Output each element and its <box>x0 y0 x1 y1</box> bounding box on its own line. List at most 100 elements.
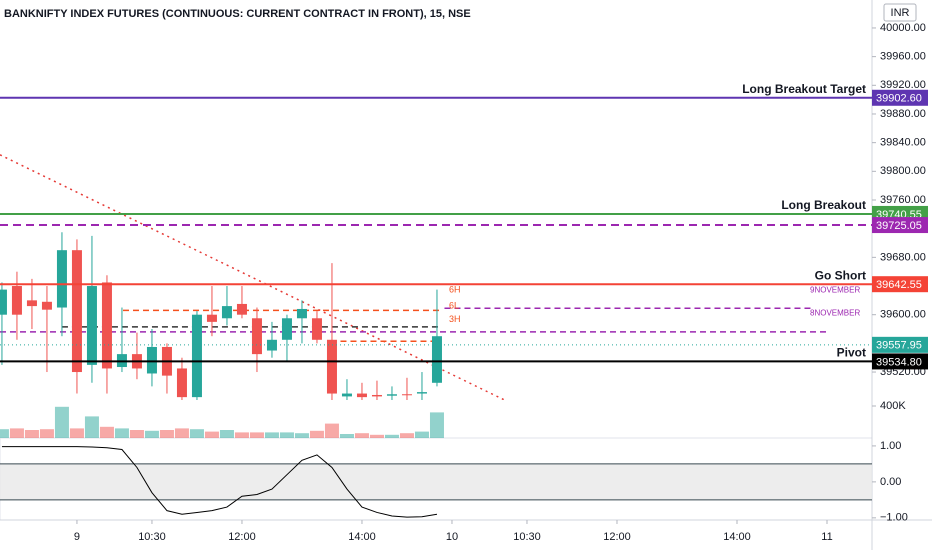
candle-body <box>371 394 382 397</box>
candle-body <box>86 286 97 365</box>
level-price-label: 39557.95 <box>876 340 922 352</box>
x-tick-label: 14:00 <box>723 531 751 543</box>
volume-bar <box>24 430 39 438</box>
volume-bar <box>114 428 129 438</box>
date-tag: 8NOVEMBER <box>810 308 860 317</box>
volume-bar <box>369 434 384 438</box>
y-tick-label: 40000.00 <box>880 22 926 34</box>
level-price-box <box>872 276 928 293</box>
candle-body <box>251 318 262 355</box>
candle-body <box>281 318 292 340</box>
volume-bar <box>174 428 189 438</box>
candle-body <box>101 282 112 369</box>
level-price-label: 39725.05 <box>876 220 922 232</box>
x-tick-label: 9 <box>74 531 80 543</box>
level-name: Long Breakout <box>781 198 866 212</box>
level-price-box <box>872 336 928 353</box>
candle-body <box>326 339 337 394</box>
volume-bar <box>264 432 279 438</box>
volume-bar <box>144 430 159 438</box>
x-tick-label: 12:00 <box>228 531 256 543</box>
oscillator-band <box>0 463 872 500</box>
candle-body <box>26 300 37 307</box>
candle-body <box>206 314 217 322</box>
x-tick-label: 10:30 <box>513 531 541 543</box>
candle-body <box>191 314 202 398</box>
x-tick-label: 14:00 <box>348 531 376 543</box>
y-tick-label: 400K <box>880 400 906 412</box>
candle-body <box>401 394 412 396</box>
volume-bar <box>129 430 144 438</box>
candle-body <box>386 394 397 396</box>
y-tick-label: 1.00 <box>880 440 901 452</box>
level-price-box <box>872 89 928 106</box>
x-tick-label: 11 <box>821 531 832 543</box>
level-price-box <box>872 353 928 370</box>
candle-body <box>41 301 52 310</box>
candle-body <box>431 336 442 383</box>
candle-body <box>56 250 67 308</box>
currency-box <box>883 3 917 22</box>
candle-body <box>176 368 187 398</box>
volume-bar <box>399 433 414 438</box>
volume-bar <box>99 426 114 438</box>
volume-bar <box>279 432 294 438</box>
candle-body <box>356 393 367 398</box>
level-price-label: 39902.60 <box>876 93 922 105</box>
y-tick-label: 39960.00 <box>880 51 926 63</box>
volume-bar <box>324 423 339 438</box>
y-tick-label: 0.00 <box>880 476 901 488</box>
level-tag: 6L <box>449 300 459 310</box>
candle-body <box>341 393 352 397</box>
y-tick-label: −1.00 <box>880 512 908 524</box>
candle-body <box>11 286 22 315</box>
volume-bar <box>0 429 9 438</box>
y-tick-label: 39920.00 <box>880 79 926 91</box>
volume-bar <box>9 428 24 438</box>
volume-bar <box>219 430 234 438</box>
volume-bar <box>234 432 249 438</box>
volume-bar <box>204 431 219 438</box>
level-price-label: 39534.80 <box>876 356 922 368</box>
volume-bar <box>54 406 69 438</box>
volume-bar <box>69 428 84 438</box>
level-tag: 6H <box>449 285 461 295</box>
volume-bar <box>39 429 54 438</box>
candle-body <box>0 289 7 315</box>
x-tick-label: 12:00 <box>603 531 631 543</box>
oscillator-line <box>1 446 438 518</box>
x-tick-label: 10:30 <box>138 531 166 543</box>
volume-bar <box>354 433 369 438</box>
level-price-label: 39642.55 <box>876 279 922 291</box>
y-tick-label: 39800.00 <box>880 165 926 177</box>
level-price-box <box>872 217 928 234</box>
level-name: Go Short <box>815 268 866 282</box>
candle-body <box>266 339 277 351</box>
volume-bar <box>249 432 264 438</box>
x-tick-label: 10 <box>446 531 458 543</box>
candle-body <box>311 318 322 340</box>
y-tick-label: 39760.00 <box>880 194 926 206</box>
candle-body <box>296 308 307 319</box>
volume-bar <box>159 430 174 438</box>
y-tick-label: 39840.00 <box>880 137 926 149</box>
level-name: Pivot <box>837 346 866 360</box>
volume-bar <box>309 430 324 438</box>
volume-bar <box>339 434 354 438</box>
volume-bar <box>294 433 309 438</box>
date-tag: 9NOVEMBER <box>810 285 860 294</box>
y-tick-label: 39880.00 <box>880 108 926 120</box>
candle-body <box>416 392 427 394</box>
volume-bar <box>384 434 399 438</box>
level-tag: 3H <box>449 314 461 324</box>
candle-body <box>221 306 232 319</box>
candle-body <box>71 250 82 373</box>
volume-bar <box>189 429 204 438</box>
chart-title: BANKNIFTY INDEX FUTURES (CONTINUOUS: CUR… <box>4 8 471 20</box>
volume-bar <box>414 431 429 438</box>
currency: INR <box>891 7 910 19</box>
y-tick-label: 39680.00 <box>880 251 926 263</box>
candle-body <box>146 346 157 374</box>
